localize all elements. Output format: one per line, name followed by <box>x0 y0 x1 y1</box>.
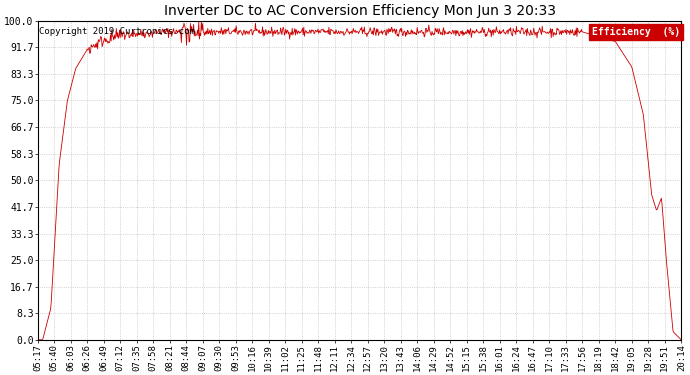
Text: Copyright 2019 Curtronics.com: Copyright 2019 Curtronics.com <box>39 27 195 36</box>
Text: Efficiency  (%): Efficiency (%) <box>592 27 680 37</box>
Title: Inverter DC to AC Conversion Efficiency Mon Jun 3 20:33: Inverter DC to AC Conversion Efficiency … <box>164 4 555 18</box>
